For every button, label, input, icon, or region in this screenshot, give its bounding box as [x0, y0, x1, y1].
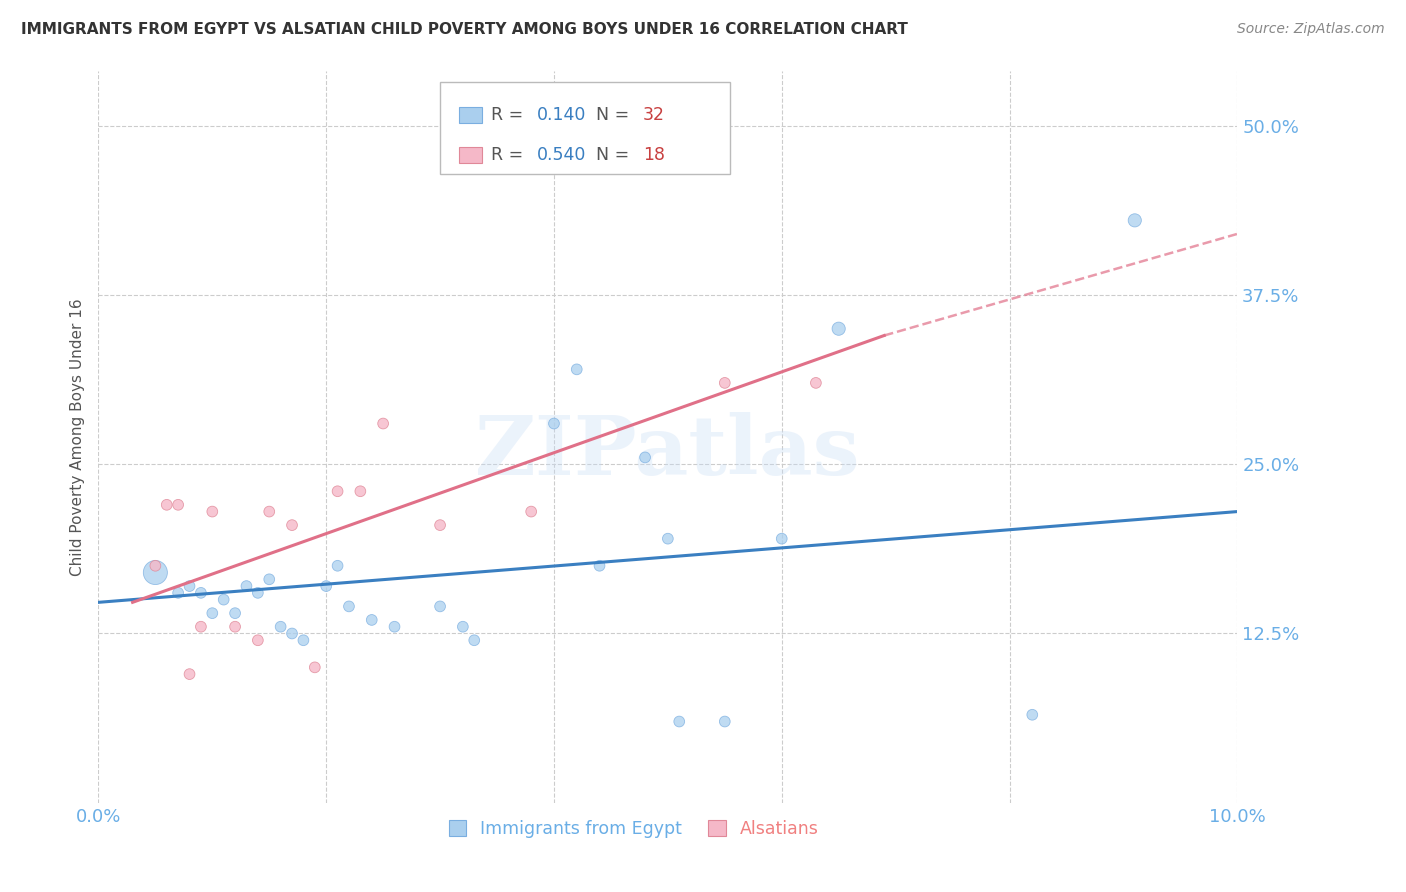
- Point: [145, 566, 167, 580]
- Point: [179, 667, 201, 681]
- Point: [259, 572, 281, 586]
- Point: [349, 484, 371, 499]
- Point: [167, 586, 190, 600]
- Point: [770, 532, 793, 546]
- Point: [281, 518, 304, 533]
- Point: [156, 498, 179, 512]
- Point: [429, 518, 451, 533]
- Point: [360, 613, 382, 627]
- Point: [384, 620, 406, 634]
- Legend: Immigrants from Egypt, Alsatians: Immigrants from Egypt, Alsatians: [440, 812, 827, 847]
- Point: [429, 599, 451, 614]
- Point: [337, 599, 360, 614]
- Text: 32: 32: [643, 106, 665, 124]
- Point: [463, 633, 485, 648]
- Point: [315, 579, 337, 593]
- Text: 0.540: 0.540: [537, 146, 586, 164]
- Y-axis label: Child Poverty Among Boys Under 16: Child Poverty Among Boys Under 16: [69, 298, 84, 576]
- Point: [1123, 213, 1146, 227]
- Point: [201, 606, 224, 620]
- Text: R =: R =: [491, 106, 529, 124]
- Point: [588, 558, 610, 573]
- Point: [326, 484, 349, 499]
- Text: Source: ZipAtlas.com: Source: ZipAtlas.com: [1237, 22, 1385, 37]
- Point: [224, 620, 246, 634]
- Point: [270, 620, 292, 634]
- Point: [804, 376, 827, 390]
- Point: [292, 633, 315, 648]
- Point: [246, 633, 269, 648]
- Text: 18: 18: [643, 146, 665, 164]
- Point: [373, 417, 395, 431]
- Point: [235, 579, 257, 593]
- FancyBboxPatch shape: [460, 147, 482, 163]
- Point: [714, 714, 737, 729]
- Text: ZIPatlas: ZIPatlas: [475, 412, 860, 491]
- Point: [634, 450, 657, 465]
- Point: [657, 532, 679, 546]
- Point: [543, 417, 565, 431]
- Text: IMMIGRANTS FROM EGYPT VS ALSATIAN CHILD POVERTY AMONG BOYS UNDER 16 CORRELATION : IMMIGRANTS FROM EGYPT VS ALSATIAN CHILD …: [21, 22, 908, 37]
- Text: 0.140: 0.140: [537, 106, 586, 124]
- Point: [828, 322, 851, 336]
- Text: N =: N =: [596, 106, 636, 124]
- Point: [201, 505, 224, 519]
- Point: [145, 558, 167, 573]
- Text: N =: N =: [596, 146, 636, 164]
- Point: [246, 586, 269, 600]
- Point: [520, 505, 543, 519]
- FancyBboxPatch shape: [440, 82, 731, 174]
- Point: [190, 620, 212, 634]
- Point: [212, 592, 235, 607]
- Text: R =: R =: [491, 146, 529, 164]
- Point: [1021, 707, 1043, 722]
- Point: [304, 660, 326, 674]
- Point: [190, 586, 212, 600]
- Point: [326, 558, 349, 573]
- Point: [565, 362, 588, 376]
- FancyBboxPatch shape: [460, 107, 482, 123]
- Point: [179, 579, 201, 593]
- Point: [451, 620, 474, 634]
- Point: [259, 505, 281, 519]
- Point: [714, 376, 737, 390]
- Point: [167, 498, 190, 512]
- Point: [224, 606, 246, 620]
- Point: [281, 626, 304, 640]
- Point: [668, 714, 690, 729]
